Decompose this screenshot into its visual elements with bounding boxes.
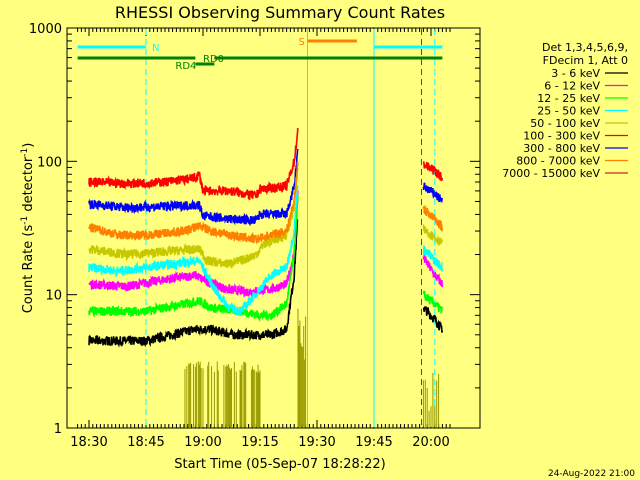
legend-label: 25 - 50 keV (537, 105, 600, 118)
series-line (422, 290, 443, 315)
legend-label: 6 - 12 keV (544, 80, 600, 93)
x-tick-label: 19:00 (184, 435, 221, 450)
series-line (422, 245, 443, 272)
series-line (88, 190, 299, 299)
vertical-markers (145, 29, 436, 427)
series-line (88, 148, 299, 227)
y-axis-label-sup1: -1 (20, 216, 30, 225)
legend-label: 300 - 800 keV (523, 142, 600, 155)
flag-label: RD4 (175, 61, 196, 72)
series-line (422, 306, 443, 333)
y-tick-label: 1 (54, 422, 62, 437)
x-tick-label: 18:45 (127, 435, 164, 450)
series-line (422, 204, 443, 232)
x-tick-label: 19:30 (298, 435, 335, 450)
flag-label: RD0 (203, 54, 224, 65)
y-tick-label: 100 (37, 155, 62, 170)
flag-label: S (299, 37, 305, 48)
y-tick-label: 10 (45, 289, 62, 304)
series-line (88, 218, 299, 348)
legend-label: 100 - 300 keV (523, 130, 600, 143)
y-axis-label: Count Rate (s-1 detector-1) (20, 143, 36, 314)
y-axis-label-main: Count Rate (s (21, 225, 36, 314)
tick-marks (67, 27, 480, 429)
series-line (88, 185, 299, 316)
flag-bars: N S RD4 RD0 (77, 37, 443, 72)
legend-header-line-2: FDecim 1, Att 0 (543, 54, 628, 67)
series-lines (88, 127, 443, 348)
y-axis-label-sup2: -1 (20, 148, 30, 157)
series-line (88, 168, 299, 270)
y-axis-label-mid: detector (21, 156, 36, 216)
x-tick-label: 19:45 (355, 435, 392, 450)
plot-frame (66, 27, 481, 429)
legend: Det 1,3,4,5,6,9, FDecim 1, Att 0 3 - 6 k… (502, 41, 628, 180)
legend-label: 50 - 100 keV (530, 117, 600, 130)
tick-labels: 18:30 18:45 19:00 19:15 19:30 19:45 20:00 1 10 10… (29, 22, 450, 450)
legend-label: 800 - 7000 keV (516, 155, 600, 168)
legend-header-line-1: Det 1,3,4,5,6,9, (542, 41, 628, 54)
series-line (422, 224, 443, 246)
series-line (422, 254, 443, 288)
series-line (88, 195, 299, 322)
x-tick-label: 19:15 (241, 435, 278, 450)
legend-label: 7000 - 15000 keV (502, 167, 600, 180)
flag-label: N (152, 43, 159, 54)
series-line (422, 160, 443, 182)
legend-label: 12 - 25 keV (537, 92, 600, 105)
attenuator-spikes (184, 308, 440, 427)
x-tick-label: 18:30 (70, 435, 107, 450)
series-line (422, 182, 443, 203)
legend-label: 3 - 6 keV (551, 67, 600, 80)
x-tick-label: 20:00 (412, 435, 449, 450)
y-tick-label: 1000 (29, 22, 62, 37)
chart-title: RHESSI Observing Summary Count Rates (115, 3, 445, 22)
x-axis-label: Start Time (05-Sep-07 18:28:22) (174, 457, 385, 472)
y-axis-label-end: ) (21, 143, 36, 148)
series-line (88, 127, 299, 201)
footer-date: 24-Aug-2022 21:00 (548, 469, 635, 479)
series-line (88, 161, 299, 245)
